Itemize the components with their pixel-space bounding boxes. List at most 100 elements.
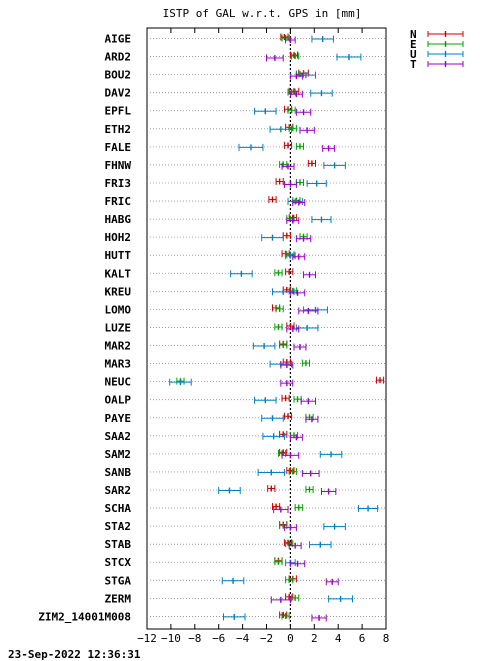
error-bar-t [325, 578, 339, 586]
legend-label-e: E [410, 38, 417, 51]
error-bar-t [281, 451, 300, 459]
station-label: FHNW [105, 159, 132, 172]
x-tick-label: −6 [212, 632, 225, 645]
error-bar-n [283, 539, 293, 547]
error-bar-t [266, 54, 284, 62]
station-label: EPFL [105, 105, 132, 118]
error-bar-n [282, 232, 291, 240]
error-bar-u [169, 378, 192, 386]
station-label: ARD2 [105, 51, 132, 64]
error-bar-e [274, 323, 283, 331]
error-bar-e [287, 106, 296, 114]
error-bar-t [293, 343, 307, 351]
error-bar-u [309, 541, 332, 549]
error-bar-u [295, 324, 319, 332]
error-bar-u [222, 613, 246, 621]
station-label: LUZE [105, 321, 132, 334]
error-bar-e [305, 486, 314, 493]
error-bar-t [270, 596, 291, 604]
error-bar-t [285, 36, 296, 44]
error-bar-t [286, 217, 300, 225]
error-bar-n [267, 485, 276, 492]
station-label: DAV2 [105, 87, 132, 100]
station-label: OALP [105, 394, 132, 407]
station-label: FALE [105, 141, 132, 154]
legend-label-u: U [410, 48, 417, 61]
legend-marker-t [427, 61, 464, 67]
station-label: NEUC [105, 376, 132, 389]
error-bar-t [298, 307, 319, 315]
error-bar-e [274, 558, 283, 566]
error-bar-e [301, 359, 311, 367]
station-label: STA2 [105, 520, 132, 533]
timestamp: 23-Sep-2022 12:36:31 [8, 648, 141, 661]
station-label: SAR2 [105, 484, 132, 497]
error-bar-u [311, 35, 334, 43]
station-label: ZIM2_14001M008 [38, 610, 131, 623]
error-bar-n [268, 196, 277, 204]
error-bar-e [288, 124, 297, 132]
error-bar-u [319, 450, 343, 458]
plot-frame [146, 27, 387, 630]
station-label: KALT [105, 267, 132, 280]
station-label: AIGE [105, 33, 132, 46]
error-bar-e [281, 612, 290, 620]
error-bar-u [303, 306, 328, 314]
station-labels: AIGE ARD2 BOU2 DAV2 EPFL ETH2 FALE FHNW FRI3 FRIC… [38, 33, 131, 624]
x-tick-label: 4 [335, 632, 342, 645]
error-bar-u [287, 198, 303, 206]
x-tick-label: −12 [137, 632, 157, 645]
error-bar-t [320, 488, 337, 495]
error-bar-u [218, 487, 241, 494]
x-tick-label: −2 [260, 632, 273, 645]
station-label: HABG [105, 213, 132, 226]
error-bar-t [300, 397, 316, 405]
error-bar-n [271, 503, 281, 511]
error-bar-t [295, 235, 312, 243]
station-label: SAM2 [105, 448, 132, 461]
error-bar-t [280, 361, 294, 369]
x-tick-label: 0 [287, 632, 294, 645]
error-bar-t [283, 524, 297, 532]
legend-marker-u [427, 51, 464, 57]
error-bar-e [279, 341, 288, 349]
error-bar-t [280, 379, 294, 387]
error-bar-n [275, 177, 284, 185]
error-bar-t [292, 253, 306, 261]
error-bar-n [283, 412, 293, 420]
error-bar-e [275, 305, 284, 313]
error-bar-u [285, 252, 296, 260]
chart-title: ISTP of GAL w.r.t. GPS in [mm] [163, 7, 362, 20]
error-bar-t [311, 614, 327, 622]
legend-label-n: N [410, 28, 417, 41]
station-label: MAR3 [105, 358, 132, 371]
error-bar-t [301, 469, 320, 477]
error-bar-n [281, 394, 290, 402]
station-label: MAR2 [105, 340, 132, 353]
error-bar-u [261, 234, 284, 242]
station-label: ZERM [105, 592, 132, 605]
error-bar-t [286, 325, 300, 333]
x-tick-label: −8 [188, 632, 201, 645]
x-tick-label: −4 [236, 632, 250, 645]
station-label: KREU [105, 285, 132, 298]
station-label: LOMO [105, 303, 132, 316]
error-bar-t [289, 90, 303, 98]
station-label: STCX [105, 556, 132, 569]
error-bar-e [291, 52, 300, 60]
error-bar-u [323, 523, 346, 531]
error-bar-u [323, 161, 346, 169]
error-bar-u [254, 107, 277, 115]
station-label: HUTT [105, 249, 132, 262]
station-label: SAA2 [105, 430, 132, 443]
error-bar-n [283, 141, 293, 149]
legend-label-t: T [410, 58, 417, 71]
station-label: STAB [105, 538, 132, 551]
error-bar-t [322, 144, 336, 152]
grid-lines [147, 28, 386, 629]
error-bar-u [311, 216, 332, 224]
error-bar-e [291, 594, 300, 602]
error-bar-t [289, 289, 306, 297]
error-bar-e [295, 178, 305, 186]
